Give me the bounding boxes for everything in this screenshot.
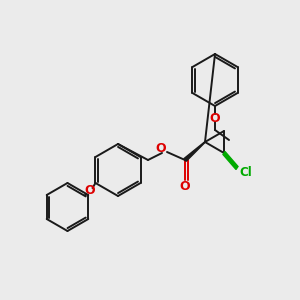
Text: O: O bbox=[84, 184, 95, 197]
Polygon shape bbox=[184, 142, 205, 161]
Text: O: O bbox=[210, 112, 220, 124]
Text: O: O bbox=[180, 179, 190, 193]
Polygon shape bbox=[223, 152, 238, 169]
Text: O: O bbox=[156, 142, 166, 155]
Text: Cl: Cl bbox=[239, 167, 252, 179]
